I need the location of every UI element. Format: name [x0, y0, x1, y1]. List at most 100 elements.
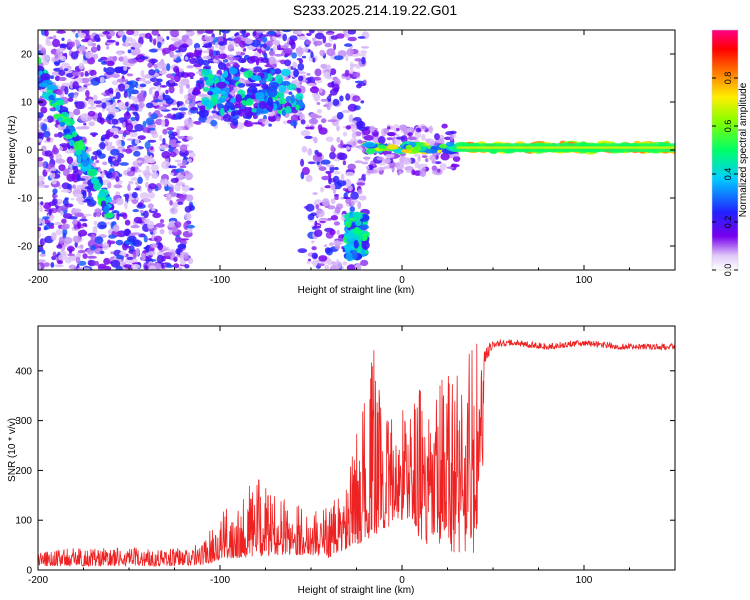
spectrogram-feature-cell	[362, 232, 368, 242]
spectrogram-cell	[415, 127, 422, 133]
spectrogram-cell	[107, 141, 113, 146]
spectrogram-cell	[202, 55, 212, 60]
spectrogram-cell	[147, 139, 157, 143]
spectrogram-cell	[251, 39, 261, 48]
spectrogram-cell	[97, 221, 107, 230]
spectrogram-cell	[62, 213, 73, 219]
spectrogram-cell	[141, 198, 152, 203]
spectrogram-cell	[428, 125, 433, 134]
spectrogram-cell	[181, 159, 187, 167]
spectrogram-cell	[170, 46, 179, 50]
spectrogram-cell	[66, 173, 75, 182]
spectrogram-cell	[333, 43, 337, 51]
spectrogram-cell	[175, 68, 180, 76]
spectrogram-cell	[450, 154, 461, 157]
spectrogram-cell	[67, 97, 74, 102]
spectrogram-cell	[227, 44, 235, 52]
spectrogram-cell	[292, 61, 298, 69]
spectrogram-cell	[69, 81, 74, 89]
spectrogram-cell	[173, 256, 178, 263]
spectrogram-cell	[434, 161, 442, 165]
figure-title: S233.2025.214.19.22.G01	[292, 2, 458, 18]
spectrogram-cell	[79, 218, 88, 222]
spectrogram-cell	[295, 47, 305, 55]
spectrogram-cell	[336, 111, 344, 120]
spectrogram-cell	[320, 159, 331, 165]
spectrogram-feature-cell	[77, 154, 82, 163]
spectrogram-cell	[341, 109, 351, 113]
spectrogram-cell	[298, 35, 308, 40]
spectrogram-cell	[93, 100, 102, 104]
spectrogram-cell	[302, 46, 309, 53]
spectrogram-cell	[164, 178, 168, 187]
spectrogram-cell	[320, 63, 328, 69]
spectrogram-cell	[103, 67, 107, 72]
spectrogram-cell	[136, 220, 144, 224]
spectrogram-cell	[327, 119, 338, 123]
spectrogram-cell	[139, 83, 147, 88]
spectrogram-cell	[116, 78, 126, 83]
spectrogram-cell	[170, 37, 180, 42]
spectrogram-cell	[87, 146, 92, 152]
spectrogram-cell	[206, 36, 210, 44]
spectrogram-feature-cell	[216, 103, 224, 109]
spectrogram-feature-cell	[267, 87, 278, 98]
spectrogram-cell	[347, 185, 353, 192]
spectrogram-cell	[407, 136, 418, 141]
spectrogram-cell	[356, 182, 366, 186]
spectrogram-cell	[55, 229, 63, 236]
spectrogram-cell	[176, 140, 181, 144]
spectrogram-cell	[82, 222, 87, 227]
spectrogram-cell	[312, 57, 316, 63]
spectrogram-cell	[52, 188, 58, 195]
spectrogram-cell	[330, 198, 336, 205]
spectrogram-feature-cell	[344, 243, 352, 254]
spectrogram-cell	[105, 67, 115, 75]
spectrogram-cell	[76, 184, 86, 190]
spectrogram-feature-cell	[55, 104, 61, 112]
spectrogram-cell	[113, 184, 123, 189]
spectrogram-cell	[46, 213, 55, 221]
spectrogram-cell	[97, 112, 103, 119]
spectrogram-feature-cell	[97, 192, 106, 200]
spectrogram-cell	[333, 166, 339, 171]
spectrogram-cell	[61, 37, 65, 41]
spectrogram-cell	[382, 158, 391, 164]
spectrogram-cell	[327, 258, 333, 266]
spectrogram-cell	[261, 36, 268, 43]
spectrogram-feature-cell	[227, 67, 238, 75]
spectrogram-cell	[93, 220, 98, 226]
spectrogram-cell	[313, 137, 318, 144]
spectrogram-cell	[62, 168, 70, 177]
spectrogram-cell	[53, 61, 61, 65]
spectrogram-cell	[111, 118, 119, 125]
spectrogram-cell	[84, 70, 89, 77]
spectrogram-cell	[81, 191, 87, 199]
spectrogram-cell	[73, 108, 81, 116]
spectrogram-cell	[165, 97, 174, 105]
spectrogram-cell	[82, 136, 87, 142]
spectrogram-cell	[129, 96, 137, 100]
y-tick-label: -10	[18, 194, 33, 205]
spectrogram-cell	[325, 164, 335, 168]
spectrogram-cell	[38, 142, 41, 146]
spectrogram-cell	[116, 212, 120, 221]
spectrogram-cell	[145, 117, 155, 126]
x-tick-label: -100	[210, 575, 230, 586]
spectrogram-cell	[171, 107, 179, 111]
spectrogram-cell	[231, 35, 235, 40]
spectrogram-feature-cell	[224, 91, 229, 99]
spectrogram-feature-cell	[255, 108, 265, 114]
spectrogram-feature-cell	[64, 134, 73, 140]
spectrogram-cell	[130, 46, 136, 50]
spectrogram-cell	[111, 107, 117, 113]
spectrogram-cell	[127, 184, 131, 192]
spectrogram-cell	[260, 58, 271, 63]
spectrogram-feature-cell	[353, 239, 359, 249]
spectrogram-feature-cell	[105, 196, 113, 203]
spectrogram-cell	[296, 58, 303, 61]
spectrogram-cell	[99, 117, 105, 125]
spectrogram-cell	[136, 169, 142, 173]
spectrogram-cell	[101, 92, 106, 96]
spectrogram-cell	[99, 250, 105, 255]
